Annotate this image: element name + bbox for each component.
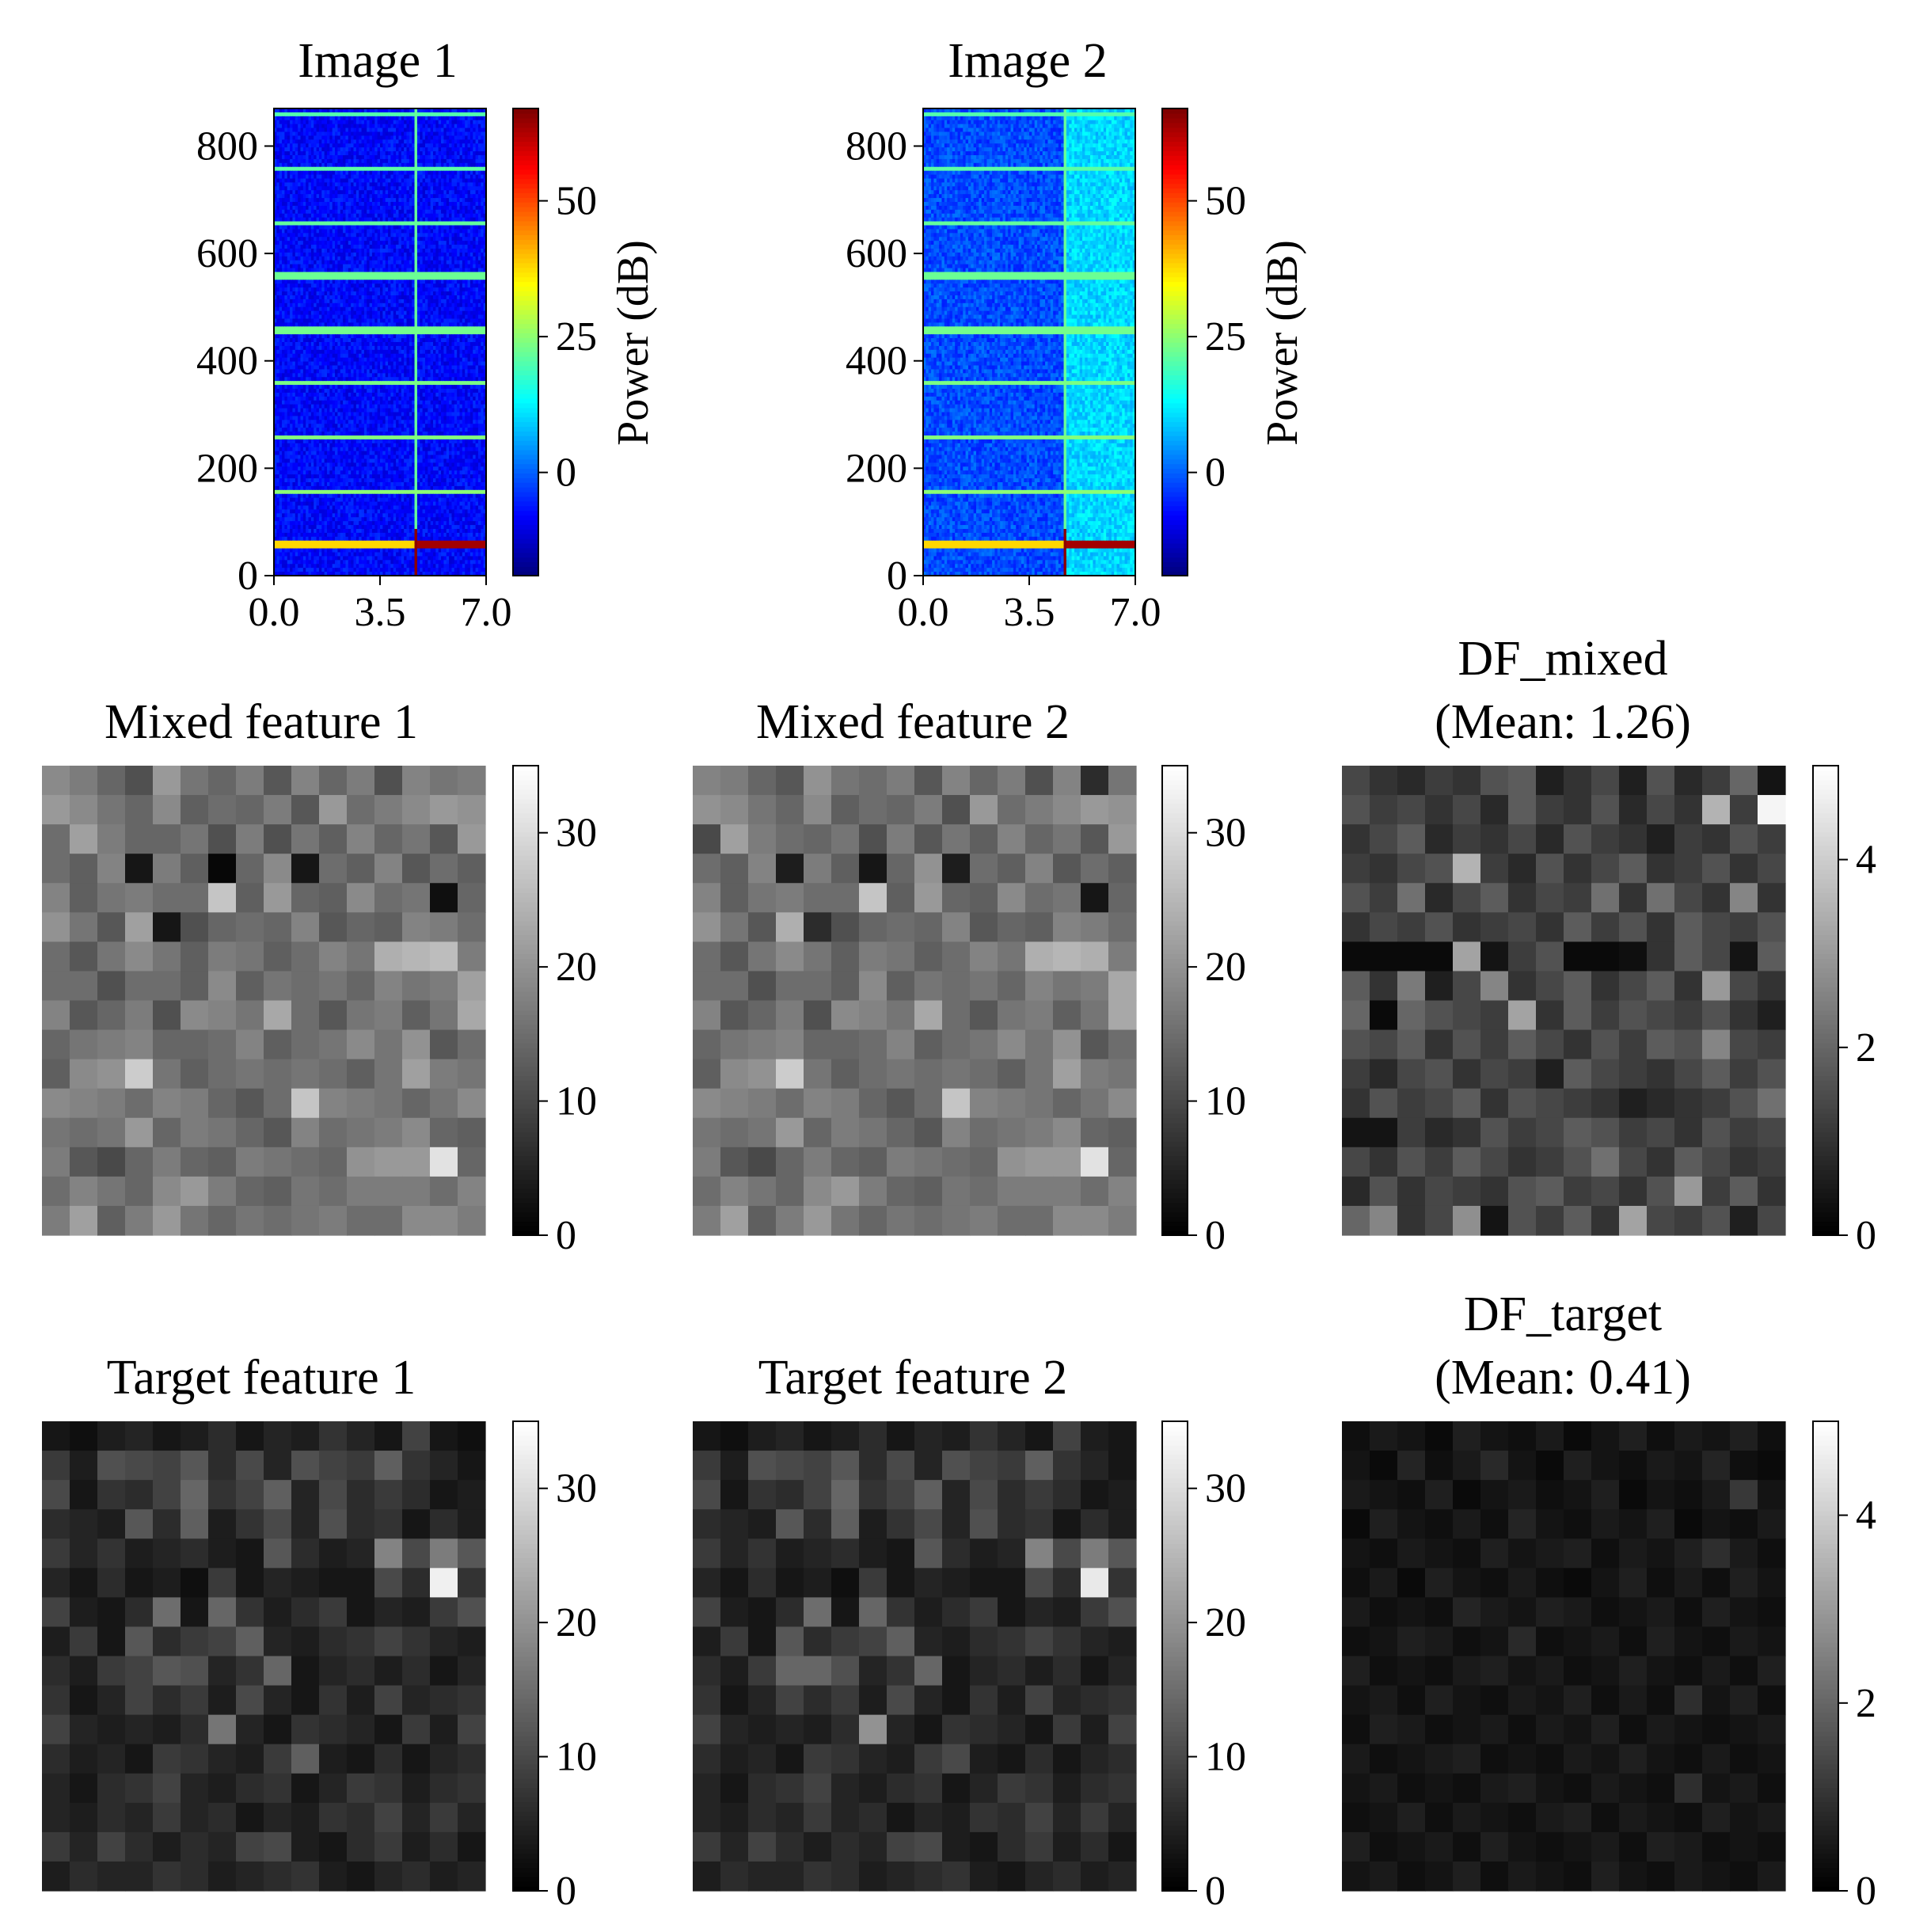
figure: 0.0 3.5 7.00200400600800Image 102550Power … bbox=[0, 0, 1927, 1932]
